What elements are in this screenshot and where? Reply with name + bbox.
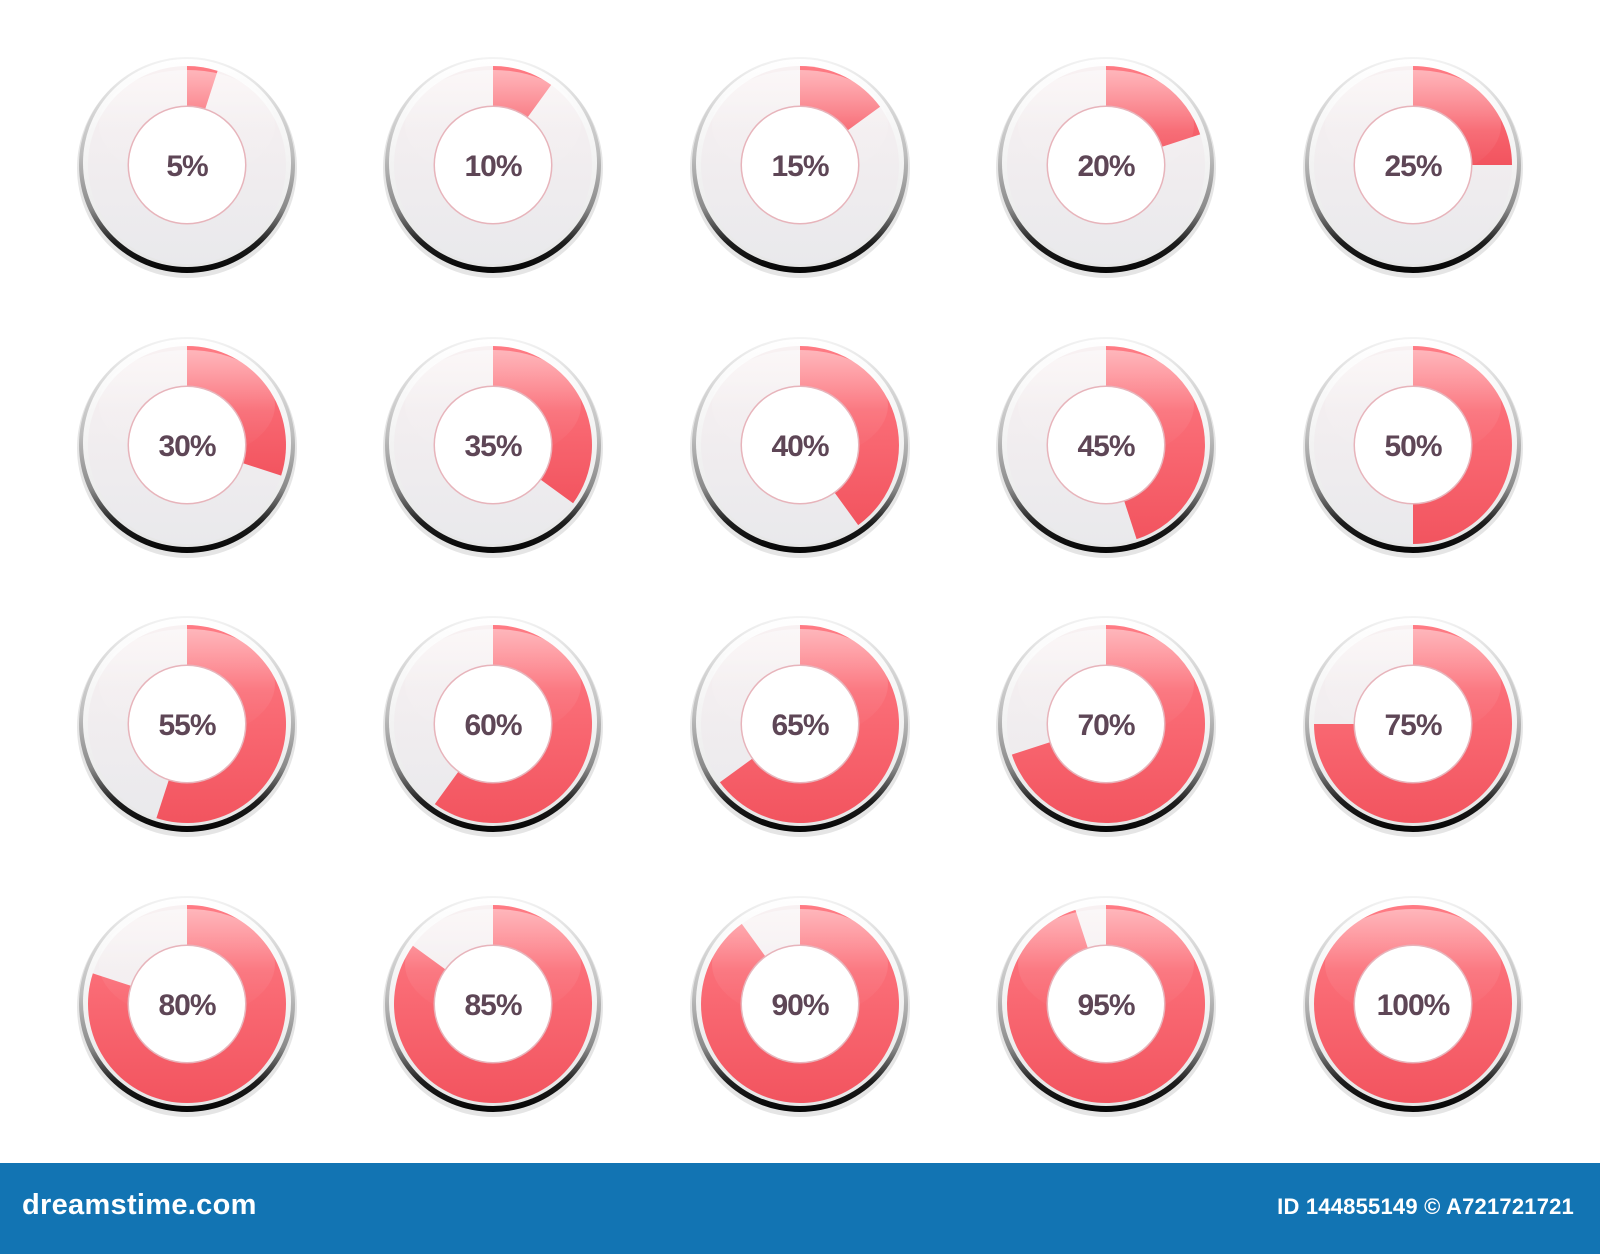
inner-disc	[1048, 107, 1164, 223]
inner-disc	[1355, 946, 1471, 1062]
percent-label: 35%	[464, 430, 521, 463]
inner-disc	[1048, 387, 1164, 503]
percent-label: 5%	[166, 150, 208, 183]
inner-disc	[435, 107, 551, 223]
inner-disc	[1355, 107, 1471, 223]
percent-label: 95%	[1077, 989, 1134, 1022]
inner-disc	[435, 666, 551, 782]
progress-indicator: 45%	[996, 337, 1216, 558]
image-id-text: ID 144855149 © A721721721	[1277, 1194, 1574, 1219]
progress-indicator: 80%	[77, 896, 297, 1117]
percent-label: 15%	[771, 150, 828, 183]
inner-disc	[1048, 666, 1164, 782]
inner-disc	[129, 946, 245, 1062]
percent-label: 30%	[158, 430, 215, 463]
inner-disc	[129, 666, 245, 782]
percent-label: 25%	[1384, 150, 1441, 183]
percent-label: 90%	[771, 989, 828, 1022]
progress-indicator: 5%	[77, 57, 297, 278]
progress-indicator: 95%	[996, 896, 1216, 1117]
progress-indicator: 85%	[383, 896, 603, 1117]
percent-label: 65%	[771, 709, 828, 742]
progress-indicator: 15%	[690, 57, 910, 278]
progress-indicator: 90%	[690, 896, 910, 1117]
progress-indicator: 60%	[383, 616, 603, 837]
progress-indicator: 65%	[690, 616, 910, 837]
percent-label: 10%	[464, 150, 521, 183]
percent-label: 50%	[1384, 430, 1441, 463]
inner-disc	[1048, 946, 1164, 1062]
watermark-footer: dreamstime.com ID 144855149 © A721721721	[0, 1163, 1600, 1254]
percent-label: 100%	[1377, 989, 1450, 1022]
percent-label: 40%	[771, 430, 828, 463]
progress-indicator: 75%	[1303, 616, 1523, 837]
progress-indicator: 30%	[77, 337, 297, 558]
progress-indicator: 70%	[996, 616, 1216, 837]
percent-label: 85%	[464, 989, 521, 1022]
progress-indicator: 100%	[1303, 896, 1523, 1117]
indicators-svg: 5% 10% 15% 20% 25% 30% 35% 40% 45% 50% 55% 60% 65% 70…	[77, 57, 1523, 1117]
inner-disc	[129, 107, 245, 223]
percent-label: 45%	[1077, 430, 1134, 463]
inner-disc	[1355, 666, 1471, 782]
progress-indicator: 25%	[1303, 57, 1523, 278]
indicator-grid: 5% 10% 15% 20% 25% 30% 35% 40% 45% 50% 55% 60% 65% 70…	[77, 57, 1523, 1117]
progress-indicator: 20%	[996, 57, 1216, 278]
inner-disc	[742, 387, 858, 503]
inner-disc	[742, 107, 858, 223]
progress-indicator: 35%	[383, 337, 603, 558]
inner-disc	[435, 387, 551, 503]
inner-disc	[129, 387, 245, 503]
inner-disc	[742, 946, 858, 1062]
inner-disc	[1355, 387, 1471, 503]
dreamstime-logo: dreamstime.com	[22, 1189, 257, 1221]
percent-label: 55%	[158, 709, 215, 742]
inner-disc	[435, 946, 551, 1062]
inner-disc	[742, 666, 858, 782]
progress-indicator: 50%	[1303, 337, 1523, 558]
progress-indicator: 10%	[383, 57, 603, 278]
percent-label: 20%	[1077, 150, 1134, 183]
percent-label: 60%	[464, 709, 521, 742]
percent-label: 75%	[1384, 709, 1441, 742]
percent-label: 70%	[1077, 709, 1134, 742]
percent-label: 80%	[158, 989, 215, 1022]
progress-indicator: 40%	[690, 337, 910, 558]
progress-indicator: 55%	[77, 616, 297, 837]
